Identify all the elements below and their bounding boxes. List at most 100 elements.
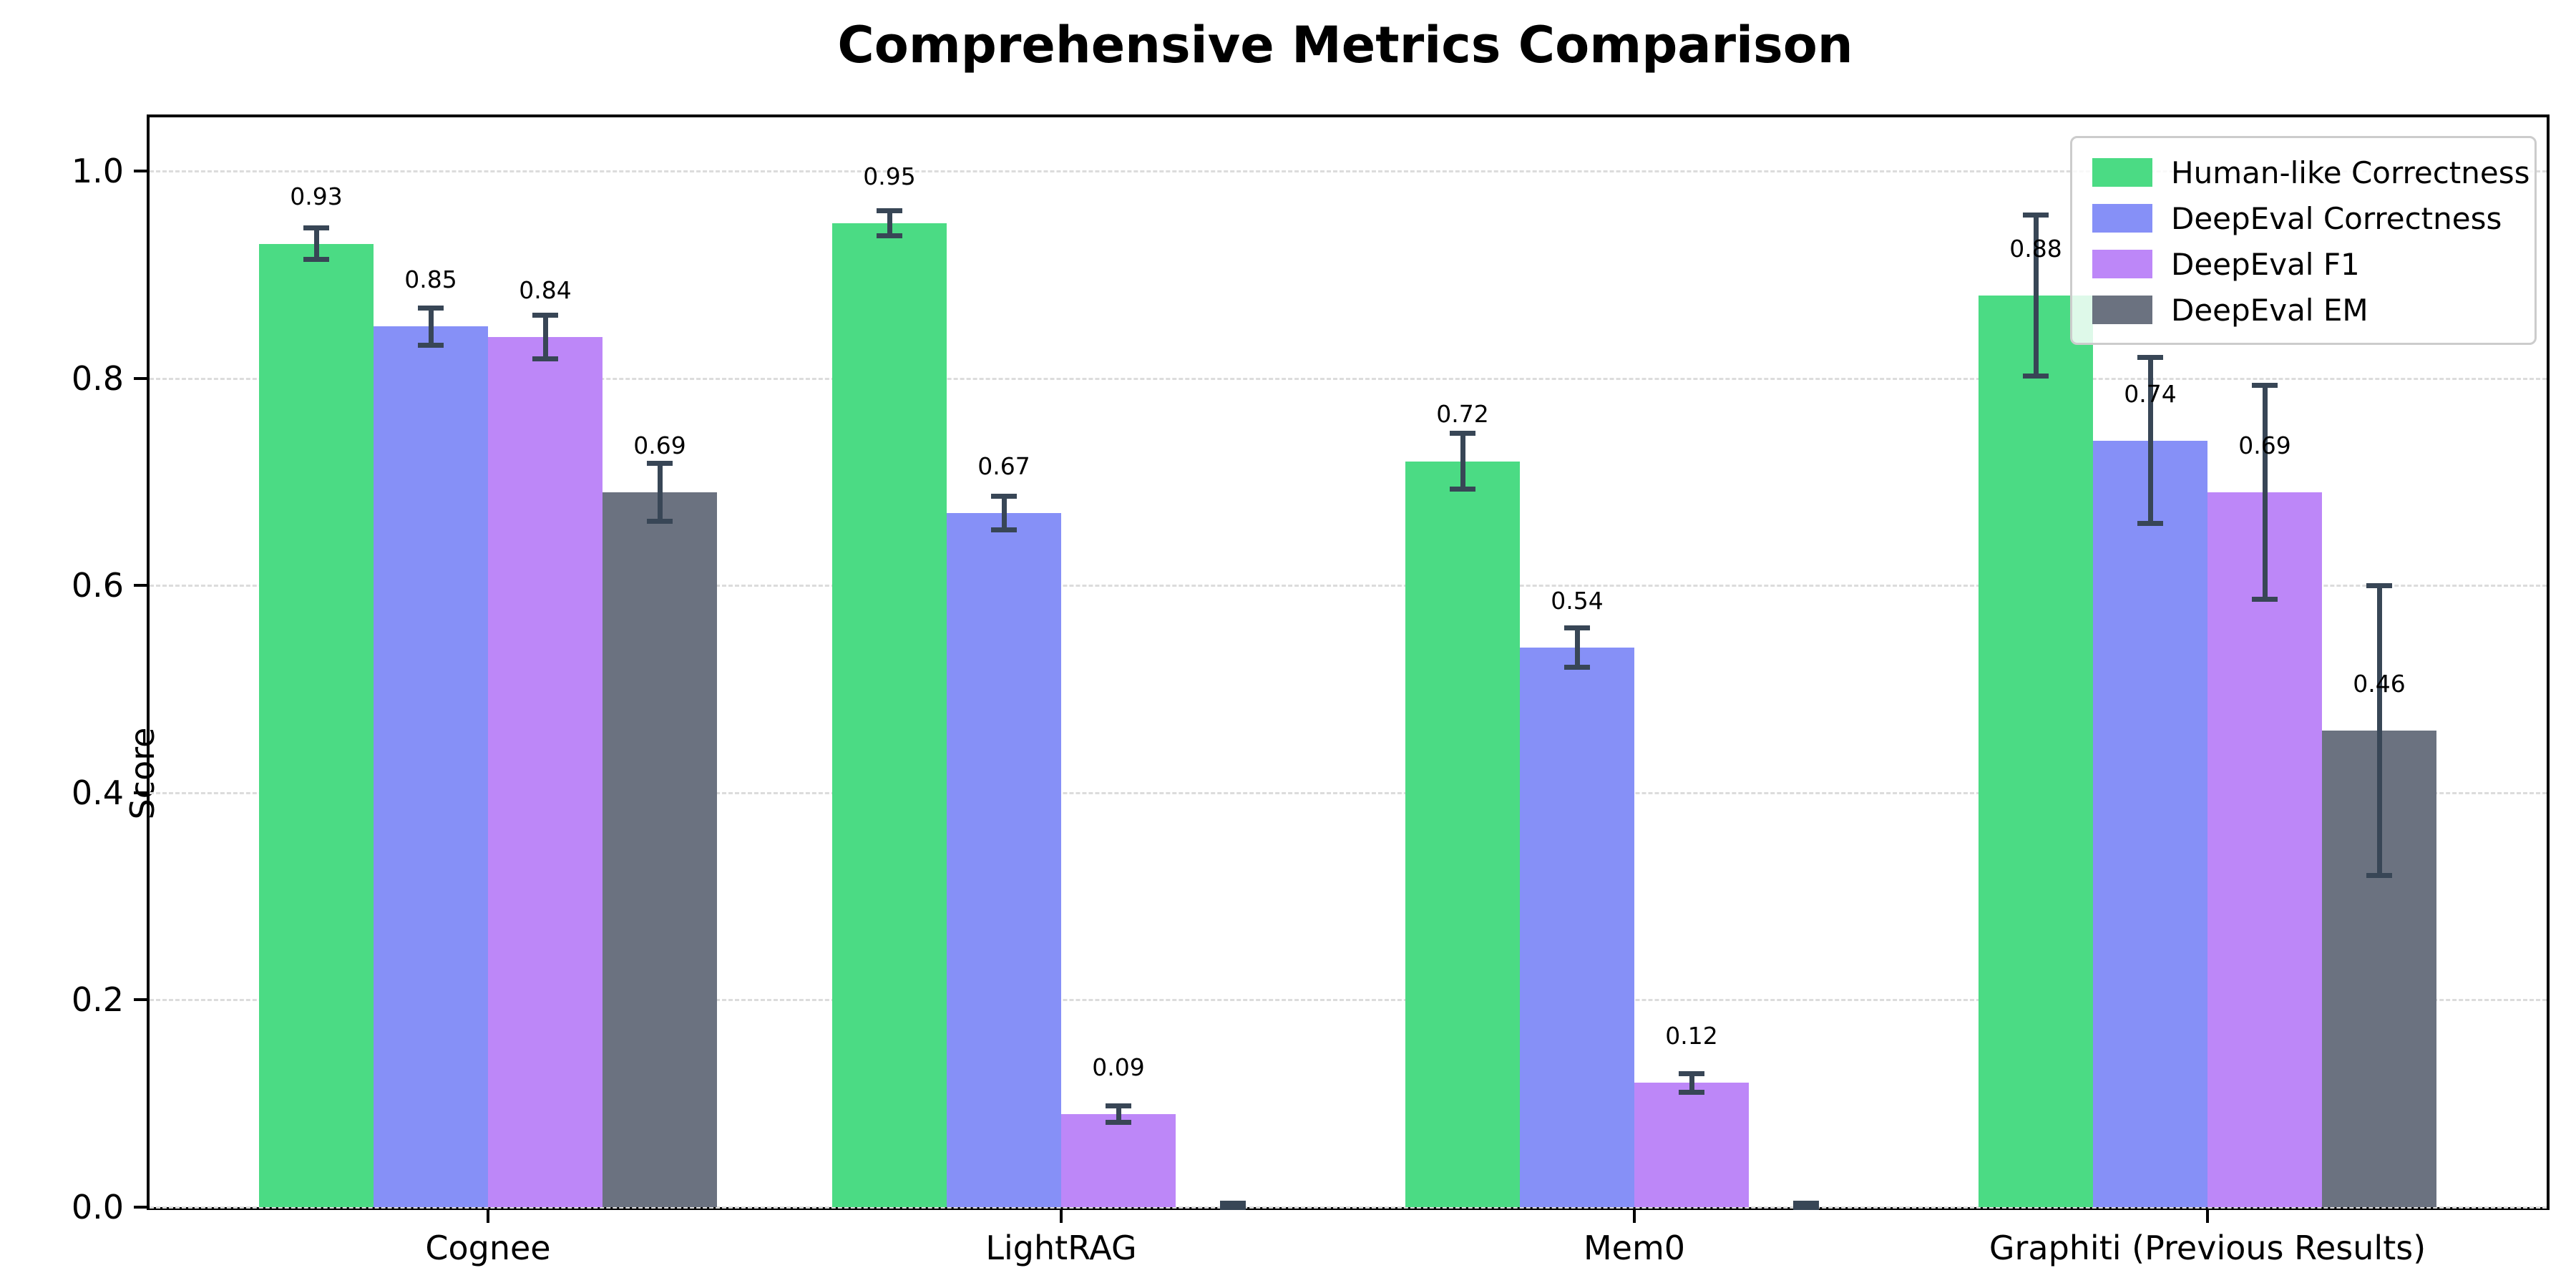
gridline-y-0.4 (150, 791, 2547, 794)
y-tick-label: 0.8 (71, 358, 124, 398)
errorbar-cap-top (1450, 431, 1475, 436)
errorbar-cap-bottom (532, 356, 558, 361)
legend-label: DeepEval Correctness (2171, 200, 2502, 236)
bar-value-label: 0.46 (2353, 669, 2406, 698)
gridline-y-0.6 (150, 585, 2547, 587)
errorbar-cap-top (1564, 625, 1590, 631)
legend-label: Human-like Correctness (2171, 155, 2530, 190)
errorbar-cap-top (303, 225, 329, 231)
y-tick (134, 376, 147, 380)
y-tick (134, 170, 147, 173)
y-tick-label: 1.0 (71, 152, 124, 191)
bar-value-label: 0.09 (1092, 1053, 1145, 1081)
bar-value-label: 0.54 (1551, 587, 1604, 615)
errorbar-line (313, 228, 319, 260)
bar-human-like-correctness-mem0 (1405, 461, 1520, 1207)
bar-deepeval-correctness-lightrag (947, 513, 1061, 1207)
bar-value-label: 0.69 (633, 431, 686, 459)
bar-value-label: 0.67 (977, 452, 1030, 480)
errorbar-cap-bottom (1106, 1119, 1131, 1125)
bar-deepeval-correctness-mem0 (1520, 648, 1634, 1207)
errorbar-cap-bottom (1450, 487, 1475, 492)
bar-deepeval-em-cognee (602, 492, 717, 1207)
legend-row: DeepEval Correctness (2092, 195, 2534, 241)
x-tick-label-lightrag: LightRAG (985, 1229, 1137, 1267)
legend-label: DeepEval F1 (2171, 246, 2360, 282)
bar-deepeval-correctness-cognee (374, 326, 488, 1207)
bar-value-label: 0.85 (404, 265, 457, 294)
errorbar-line (542, 315, 548, 359)
bar-value-label: 0.93 (290, 182, 343, 211)
x-tick-label-cognee: Cognee (425, 1229, 551, 1267)
chart-title: Comprehensive Metrics Comparison (837, 16, 1853, 74)
bar-value-label: 0.74 (2124, 379, 2177, 408)
errorbar-cap-bottom (1793, 1204, 1819, 1210)
errorbar-cap-top (991, 494, 1017, 499)
y-tick-label: 0.2 (71, 980, 124, 1020)
y-tick-label: 0.6 (71, 566, 124, 605)
errorbar-cap-bottom (2366, 873, 2392, 879)
legend-swatch-icon (2092, 296, 2152, 324)
legend-swatch-icon (2092, 250, 2152, 278)
errorbar-cap-top (2366, 582, 2392, 588)
errorbar-line (2033, 215, 2039, 376)
errorbar-cap-top (2137, 355, 2163, 361)
errorbar-cap-bottom (2023, 374, 2049, 379)
bar-value-label: 0.88 (2009, 234, 2062, 263)
bar-deepeval-f1-lightrag (1061, 1113, 1176, 1207)
errorbar-line (657, 463, 663, 522)
errorbar-cap-top (418, 305, 444, 311)
errorbar-cap-bottom (303, 256, 329, 262)
errorbar-cap-top (1106, 1103, 1131, 1108)
bar-deepeval-f1-mem0 (1634, 1083, 1749, 1207)
errorbar-line (1001, 496, 1007, 530)
errorbar-line (2147, 357, 2153, 524)
x-tick-label-mem0: Mem0 (1583, 1229, 1686, 1267)
errorbar-line (2262, 385, 2268, 600)
y-tick (134, 584, 147, 587)
plot-area: 0.93 0.95 0.72 0.88 0.85 0.67 0.54 0.74 0.84 0.09… (123, 114, 2550, 1210)
errorbar-cap-top (1679, 1070, 1704, 1076)
bar-value-label: 0.69 (2238, 431, 2291, 459)
errorbar-cap-top (2252, 383, 2278, 389)
gridline-y-1 (150, 170, 2547, 173)
bar-human-like-correctness-cognee (259, 243, 374, 1207)
errorbar-line (428, 308, 434, 346)
errorbar-line (887, 210, 892, 236)
errorbar-cap-bottom (991, 527, 1017, 532)
y-tick (134, 1206, 147, 1209)
y-tick (134, 998, 147, 1002)
bar-deepeval-correctness-graphiti-previous-results- (2093, 440, 2207, 1207)
x-tick (1633, 1210, 1636, 1223)
legend-row: Human-like Correctness (2092, 150, 2534, 195)
y-tick-label: 0.0 (71, 1188, 124, 1226)
bar-deepeval-f1-graphiti-previous-results- (2207, 492, 2322, 1207)
x-tick (487, 1210, 489, 1223)
gridline-y-0.8 (150, 377, 2547, 380)
errorbar-line (2376, 585, 2382, 876)
bar-deepeval-f1-cognee (488, 336, 602, 1207)
errorbar-line (1116, 1106, 1121, 1123)
errorbar-cap-bottom (2137, 521, 2163, 526)
errorbar-cap-top (532, 313, 558, 318)
errorbar-cap-top (877, 208, 902, 213)
legend-swatch-icon (2092, 204, 2152, 233)
legend-label: DeepEval EM (2171, 292, 2368, 328)
y-tick-label: 0.4 (71, 773, 124, 812)
errorbar-cap-top (2023, 212, 2049, 218)
errorbar-cap-bottom (2252, 596, 2278, 602)
y-tick (134, 791, 147, 794)
errorbar-cap-bottom (877, 233, 902, 238)
bar-value-label: 0.12 (1665, 1022, 1718, 1050)
legend-row: DeepEval F1 (2092, 241, 2534, 287)
bar-value-label: 0.72 (1436, 400, 1489, 429)
errorbar-cap-bottom (647, 519, 673, 525)
errorbar-line (1689, 1073, 1694, 1093)
legend: Human-like Correctness DeepEval Correctne… (2070, 136, 2537, 345)
errorbar-line (1460, 433, 1465, 489)
legend-row: DeepEval EM (2092, 287, 2534, 333)
errorbar-cap-bottom (418, 342, 444, 348)
errorbar-cap-top (1220, 1200, 1246, 1206)
gridline-y-0.2 (150, 999, 2547, 1002)
